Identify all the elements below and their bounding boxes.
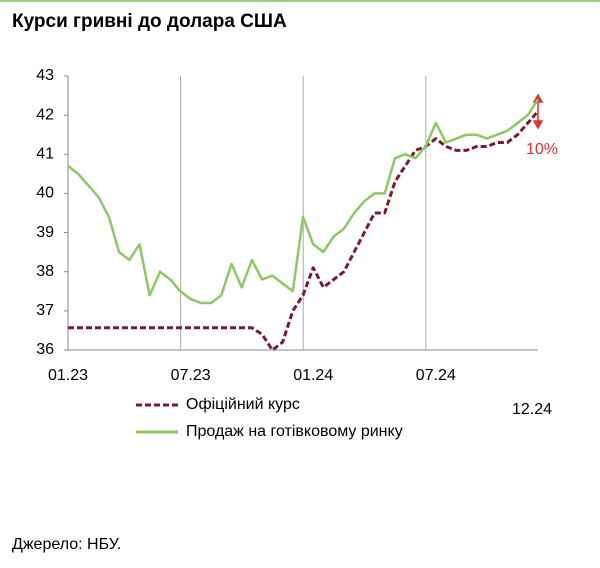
y-tick-label: 41 (36, 146, 54, 163)
y-tick-label: 40 (36, 185, 54, 202)
x-tick-label: 07.23 (171, 367, 211, 384)
series-line (68, 110, 540, 352)
y-tick-label: 38 (36, 263, 54, 280)
legend-label: Офіційний курс (186, 396, 300, 413)
x-tick-label: 07.24 (416, 367, 456, 384)
y-tick-label: 37 (36, 302, 54, 319)
annotation: 10% (526, 141, 558, 158)
y-tick-label: 39 (36, 224, 54, 241)
series-line (67, 98, 540, 305)
arrow (532, 93, 544, 130)
legend-label: Продаж на готівковому ринку (186, 423, 403, 440)
x-tick-label: 12.24 (512, 401, 552, 418)
x-tick-label: 01.23 (48, 367, 88, 384)
source: Джерело: НБУ. (12, 536, 121, 553)
y-tick-label: 42 (36, 106, 54, 123)
chart-title: Курси гривні до долара США (12, 11, 287, 32)
y-tick-label: 36 (36, 341, 54, 358)
y-tick-label: 43 (36, 67, 54, 84)
x-tick-label: 01.24 (293, 367, 333, 384)
